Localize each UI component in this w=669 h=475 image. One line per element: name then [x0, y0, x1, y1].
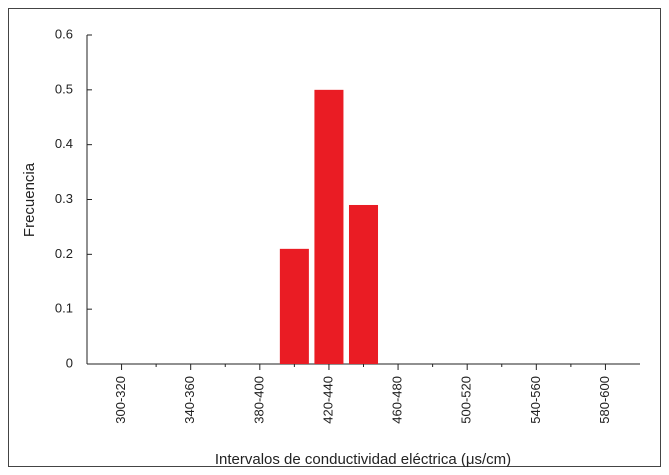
- y-axis-title: Frecuencia: [21, 162, 38, 237]
- x-tick-label: 300-320: [113, 376, 128, 424]
- x-tick-label: 380-400: [251, 376, 266, 424]
- x-tick-label: 340-360: [182, 376, 197, 424]
- bar: [314, 89, 344, 364]
- frame: [8, 8, 661, 467]
- x-tick-label: 420-440: [320, 376, 335, 424]
- x-tick-label: 500-520: [459, 376, 474, 424]
- y-tick-label: 0: [66, 355, 73, 370]
- y-tick-label: 0.1: [55, 301, 73, 316]
- bar: [348, 204, 379, 364]
- y-tick-label: 0.6: [55, 26, 73, 41]
- y-tick-label: 0.5: [55, 81, 73, 96]
- y-tick-label: 0.4: [55, 136, 73, 151]
- y-tick-label: 0.2: [55, 246, 73, 261]
- bar: [279, 248, 309, 364]
- x-axis-title: Intervalos de conductividad eléctrica (μ…: [215, 451, 511, 468]
- x-tick-label: 540-560: [528, 376, 543, 424]
- x-tick-label: 580-600: [597, 376, 612, 424]
- x-tick-label: 460-480: [390, 376, 405, 424]
- y-tick-label: 0.3: [55, 191, 73, 206]
